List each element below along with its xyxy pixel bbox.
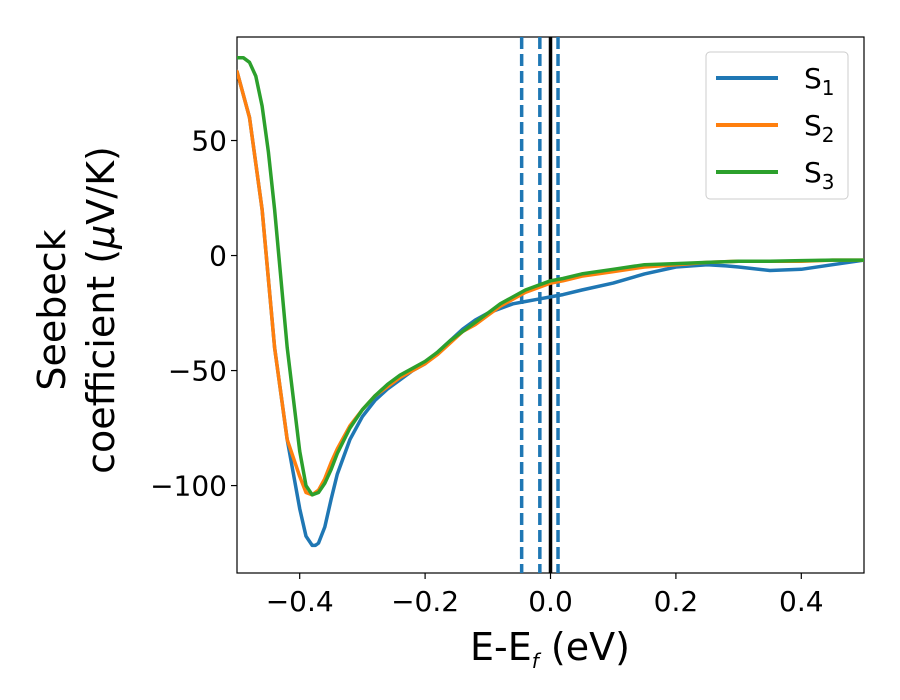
series-line-s3 [237,55,864,497]
x-tick-label: −0.4 [266,585,334,618]
series-lines [237,55,864,548]
legend-label-s3: S3 [804,156,835,194]
y-axis-title-line1: Seebeck [30,229,74,390]
x-tick-label: 0.2 [654,585,699,618]
y-tick-label: 50 [191,125,227,158]
y-tick-label: −50 [168,355,227,388]
x-tick-label: −0.2 [391,585,459,618]
y-tick-label: −100 [150,470,227,503]
legend: S1 S2 S3 [705,51,849,200]
legend-label-s1: S1 [804,62,835,100]
y-axis-title: Seebeck coefficient (μV/K) [30,146,123,474]
x-tick-label: 0.4 [779,585,824,618]
legend-label-s2: S2 [804,109,835,147]
y-axis-ticks: 50 0 −50 −100 [150,125,237,503]
x-axis-ticks: −0.4 −0.2 0.0 0.2 0.4 [266,573,824,618]
x-axis-title: E-Ef (eV) [470,625,630,673]
x-tick-label: 0.0 [528,585,573,618]
reference-lines [519,37,560,573]
y-tick-label: 0 [209,240,227,273]
y-axis-title-line2: coefficient (μV/K) [79,146,123,474]
